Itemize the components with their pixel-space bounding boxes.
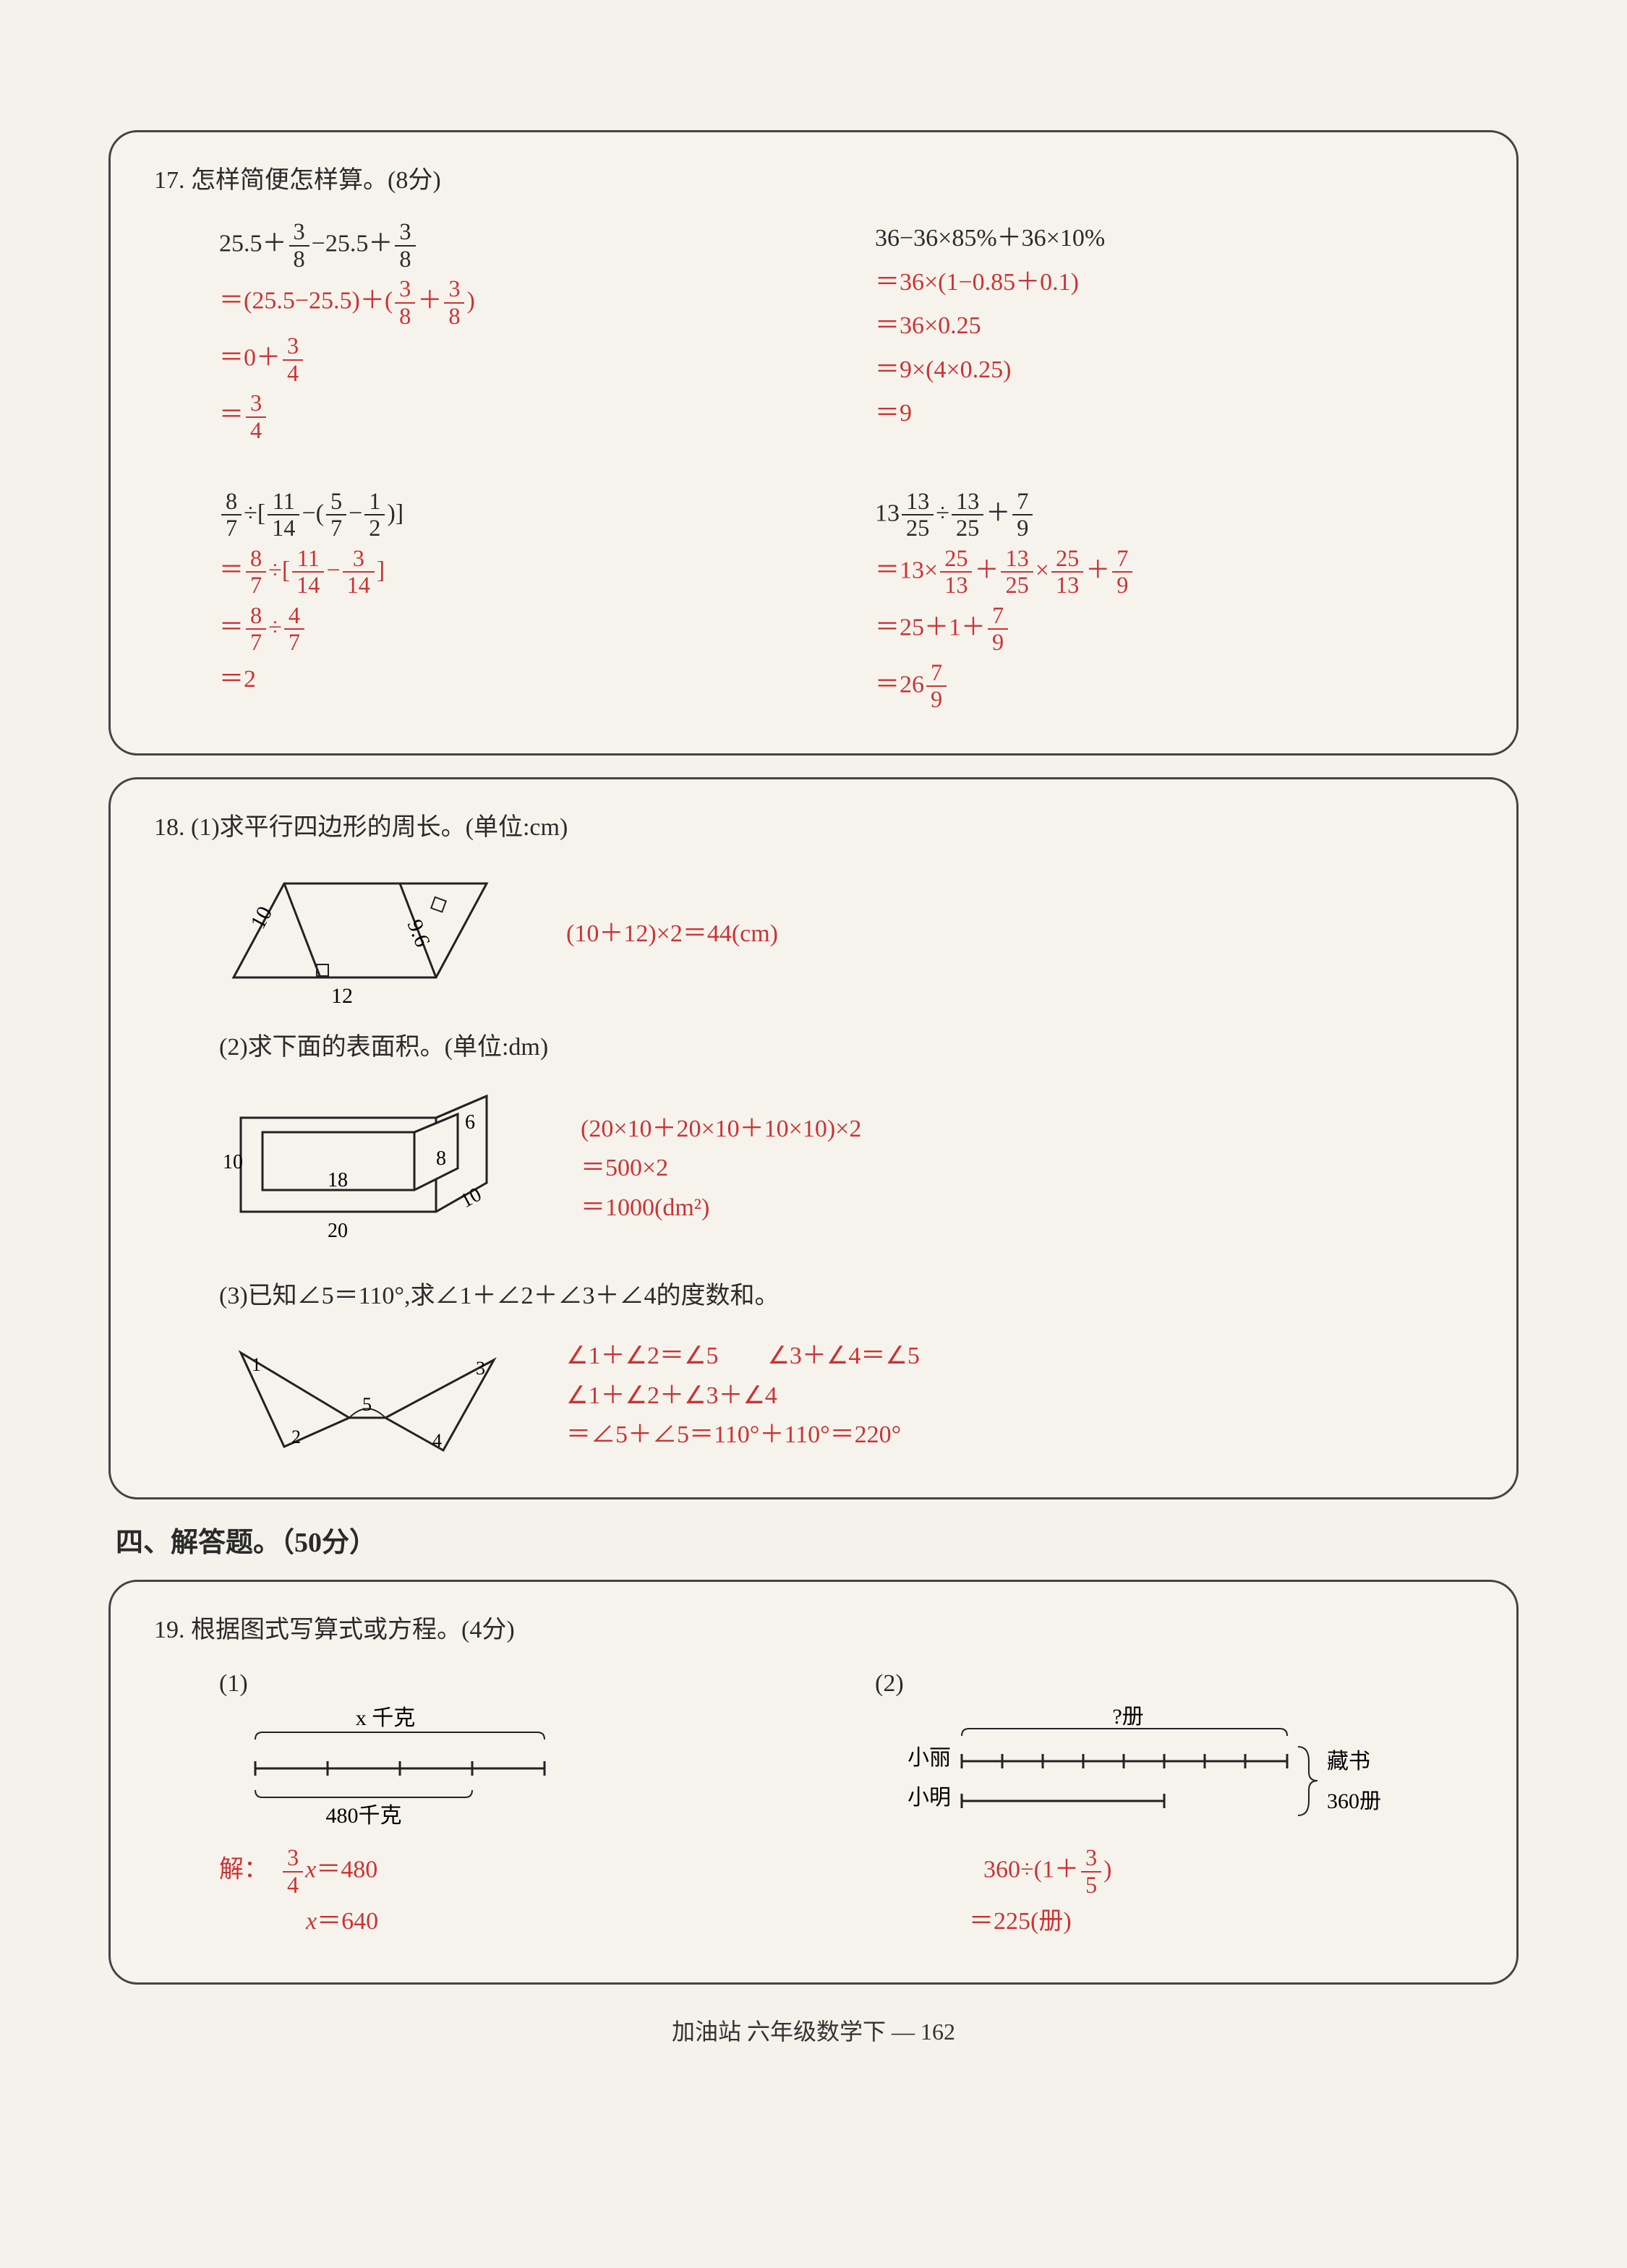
q19-2-s2: ＝225(册) xyxy=(875,1902,1473,1941)
q18-1-ans: (10＋12)×2＝44(cm) xyxy=(566,915,1473,954)
q17c-s3: ＝2 xyxy=(219,660,817,699)
q17b: 36−36×85%＋36×10% ＝36×(1−0.85＋0.1) ＝36×0.… xyxy=(875,215,1473,448)
q18-1-title: 18. (1)求平行四边形的周长。(单位:cm) xyxy=(154,808,1473,847)
q18-2-s2: ＝500×2 xyxy=(581,1149,1473,1188)
svg-text:10: 10 xyxy=(223,1151,243,1173)
q18-3-title: (3)已知∠5＝110°,求∠1＋∠2＋∠3＋∠4的度数和。 xyxy=(219,1277,1473,1316)
svg-text:6: 6 xyxy=(465,1111,475,1134)
q18-3-s2: ∠1＋∠2＋∠3＋∠4 xyxy=(566,1377,1473,1416)
q17d-s3: ＝2679 xyxy=(875,660,1473,713)
q18-box: 18. (1)求平行四边形的周长。(单位:cm) 10 9.6 12 (10＋1… xyxy=(108,777,1519,1499)
q18-3-s1: ∠1＋∠2＝∠5 ∠3＋∠4＝∠5 xyxy=(566,1337,1473,1376)
q17c: 87÷[1114−(57−12)] ＝87÷[1114−314] ＝87÷47 … xyxy=(219,484,817,717)
svg-text:小明: 小明 xyxy=(908,1786,951,1810)
q18-2-s3: ＝1000(dm²) xyxy=(581,1189,1473,1228)
svg-text:小丽: 小丽 xyxy=(908,1746,951,1770)
q19-1-label: (1) xyxy=(219,1664,817,1703)
q17b-expr: 36−36×85%＋36×10% xyxy=(875,219,1473,258)
q19-2-diagram: ?册 小丽 小明 xyxy=(875,1703,1396,1841)
svg-text:4: 4 xyxy=(432,1430,442,1451)
q17c-s2: ＝87÷47 xyxy=(219,603,817,656)
q17a-s2: ＝0＋34 xyxy=(219,333,817,386)
svg-text:5: 5 xyxy=(362,1394,372,1415)
cuboid-diagram: 6 8 18 10 10 20 xyxy=(219,1082,537,1255)
q18-3-calc: ∠1＋∠2＝∠5 ∠3＋∠4＝∠5 ∠1＋∠2＋∠3＋∠4 ＝∠5＋∠5＝110… xyxy=(566,1337,1473,1455)
svg-text:3: 3 xyxy=(476,1358,485,1379)
svg-text:480千克: 480千克 xyxy=(326,1804,402,1828)
q17a-s1: ＝(25.5−25.5)＋(38＋38) xyxy=(219,276,817,329)
svg-text:12: 12 xyxy=(331,984,353,1006)
svg-text:x 千克: x 千克 xyxy=(356,1706,416,1730)
q17b-s1: ＝36×(1−0.85＋0.1) xyxy=(875,263,1473,302)
q19-2-label: (2) xyxy=(875,1664,1473,1703)
svg-text:?册: ?册 xyxy=(1112,1705,1143,1729)
svg-text:8: 8 xyxy=(436,1147,446,1170)
q17a: 25.5＋38−25.5＋38 ＝(25.5−25.5)＋(38＋38) ＝0＋… xyxy=(219,215,817,448)
svg-text:2: 2 xyxy=(291,1426,301,1447)
q18-2-calc: (20×10＋20×10＋10×10)×2 ＝500×2 ＝1000(dm²) xyxy=(581,1110,1473,1228)
q18-3-s3: ＝∠5＋∠5＝110°＋110°＝220° xyxy=(566,1416,1473,1455)
q17b-s2: ＝36×0.25 xyxy=(875,307,1473,346)
q18-2-title: (2)求下面的表面积。(单位:dm) xyxy=(219,1028,1473,1067)
q19-2-s1: 360÷(1＋35) xyxy=(875,1845,1473,1898)
q17b-s3: ＝9×(4×0.25) xyxy=(875,351,1473,390)
q19-box: 19. 根据图式写算式或方程。(4分) (1) x 千克 480千克 解： 34… xyxy=(108,1580,1519,1985)
section-4-title: 四、解答题。（50分） xyxy=(116,1521,1519,1565)
q19-1: (1) x 千克 480千克 解： 34x＝480 x＝640 xyxy=(219,1664,817,1946)
q17c-expr: 87÷[1114−(57−12)] xyxy=(219,489,817,542)
q19-2: (2) ?册 小丽 小明 xyxy=(875,1664,1473,1946)
q17d: 131325÷1325＋79 ＝13×2513＋1325×2513＋79 ＝25… xyxy=(875,484,1473,717)
q17a-s3: ＝34 xyxy=(219,390,817,443)
q18-2-s1: (20×10＋20×10＋10×10)×2 xyxy=(581,1110,1473,1149)
parallelogram-diagram: 10 9.6 12 xyxy=(219,862,523,1006)
q17-box: 17. 怎样简便怎样算。(8分) 25.5＋38−25.5＋38 ＝(25.5−… xyxy=(108,130,1519,756)
q17d-expr: 131325÷1325＋79 xyxy=(875,489,1473,542)
q17b-s4: ＝9 xyxy=(875,394,1473,433)
svg-text:藏书: 藏书 xyxy=(1327,1750,1370,1773)
angles-diagram: 1 2 3 4 5 xyxy=(219,1331,523,1461)
page-footer: 加油站 六年级数学下 — 162 xyxy=(108,2014,1519,2050)
svg-text:360册: 360册 xyxy=(1327,1789,1381,1813)
q17d-s2: ＝25＋1＋79 xyxy=(875,603,1473,656)
q17c-s1: ＝87÷[1114−314] xyxy=(219,546,817,599)
q19-1-s1: 解： 34x＝480 xyxy=(219,1845,817,1898)
q19-title: 19. 根据图式写算式或方程。(4分) xyxy=(154,1611,1473,1650)
svg-text:20: 20 xyxy=(328,1220,348,1242)
svg-text:18: 18 xyxy=(328,1169,348,1191)
svg-text:10: 10 xyxy=(457,1184,485,1213)
svg-text:1: 1 xyxy=(252,1354,261,1375)
q17d-s1: ＝13×2513＋1325×2513＋79 xyxy=(875,546,1473,599)
svg-text:9.6: 9.6 xyxy=(403,916,435,950)
q19-1-diagram: x 千克 480千克 xyxy=(219,1703,595,1841)
q17-title: 17. 怎样简便怎样算。(8分) xyxy=(154,161,1473,200)
q17a-expr: 25.5＋38−25.5＋38 xyxy=(219,219,817,272)
q19-1-s2: x＝640 xyxy=(219,1902,817,1941)
